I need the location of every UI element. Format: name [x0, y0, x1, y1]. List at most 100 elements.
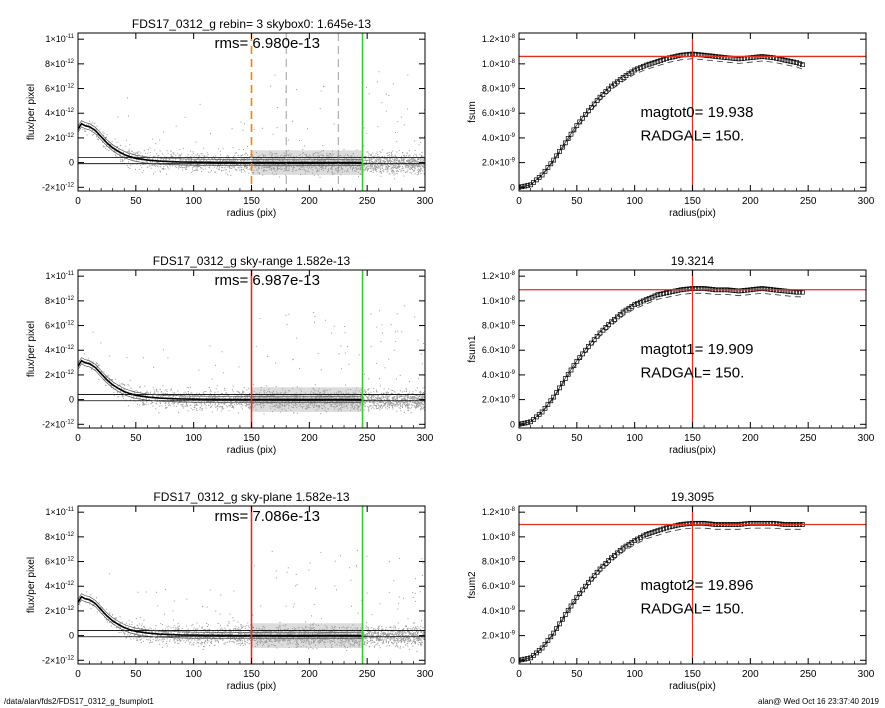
data-point	[322, 145, 324, 147]
data-point	[241, 395, 243, 397]
data-point	[290, 397, 292, 399]
data-point	[376, 402, 378, 404]
data-point	[418, 168, 419, 170]
data-point	[230, 159, 232, 161]
data-point	[274, 393, 276, 395]
data-point	[211, 411, 213, 413]
data-point	[298, 164, 300, 166]
data-point	[360, 394, 362, 396]
data-point	[363, 164, 364, 166]
data-point	[337, 401, 339, 403]
data-point	[247, 157, 249, 159]
data-point	[315, 167, 317, 169]
data-point	[298, 159, 300, 161]
data-point	[417, 161, 419, 163]
data-point	[327, 393, 329, 395]
data-point	[266, 401, 268, 403]
data-point	[375, 400, 377, 402]
data-point	[337, 390, 339, 392]
data-point	[203, 160, 204, 162]
data-point	[336, 155, 338, 157]
data-point	[306, 170, 308, 172]
data-point	[382, 160, 384, 162]
data-point	[352, 406, 354, 408]
data-point	[373, 169, 375, 171]
data-point	[318, 397, 320, 398]
data-point	[203, 147, 205, 149]
curve-marker	[661, 57, 666, 62]
data-point	[399, 407, 401, 409]
data-point	[398, 165, 400, 167]
data-point	[209, 167, 211, 169]
data-point	[401, 398, 402, 400]
data-point	[383, 164, 385, 166]
data-point	[108, 146, 110, 148]
data-point	[409, 397, 410, 399]
data-point	[333, 159, 335, 161]
data-point	[415, 167, 417, 169]
data-point	[183, 399, 185, 401]
data-point	[412, 391, 414, 393]
data-point	[403, 158, 405, 160]
data-point	[214, 171, 216, 173]
data-point	[163, 162, 165, 164]
data-point	[391, 392, 393, 394]
data-point	[163, 159, 165, 161]
data-point	[242, 392, 244, 394]
data-point	[121, 383, 123, 385]
data-point	[312, 161, 313, 163]
data-point	[288, 170, 290, 172]
data-point	[326, 153, 328, 155]
data-point	[314, 165, 316, 167]
data-point	[381, 164, 383, 166]
data-point	[123, 155, 125, 157]
data-point	[423, 173, 425, 174]
data-point	[172, 165, 174, 167]
data-point	[390, 164, 392, 166]
data-point	[226, 395, 228, 397]
data-point	[319, 393, 321, 395]
data-point	[295, 163, 297, 165]
data-point	[273, 394, 275, 396]
data-point	[363, 397, 365, 399]
data-point	[217, 164, 219, 165]
data-point	[148, 392, 150, 394]
data-point	[408, 159, 409, 161]
data-point	[371, 405, 373, 407]
data-point	[354, 163, 356, 165]
data-point	[205, 407, 207, 409]
data-point	[307, 164, 309, 166]
data-point	[314, 321, 315, 323]
data-point	[359, 164, 360, 166]
data-point	[393, 160, 395, 162]
data-point	[314, 167, 316, 169]
data-point	[246, 167, 248, 169]
data-point	[368, 410, 370, 412]
data-point	[132, 154, 134, 156]
data-point	[387, 167, 389, 169]
data-point	[375, 397, 377, 399]
data-point	[225, 169, 227, 171]
data-point	[285, 410, 287, 412]
data-point	[230, 174, 232, 176]
data-point	[314, 384, 316, 386]
curve-marker	[701, 52, 707, 58]
data-point	[154, 158, 156, 160]
data-point	[370, 164, 372, 166]
data-point	[373, 157, 375, 159]
data-point	[244, 158, 246, 160]
data-point	[366, 162, 368, 164]
data-point	[300, 163, 302, 165]
data-point	[422, 403, 424, 405]
data-point	[395, 164, 397, 166]
data-point	[96, 366, 98, 368]
data-point	[305, 396, 307, 398]
data-point	[272, 158, 274, 160]
data-point	[263, 156, 264, 158]
data-point	[376, 167, 378, 168]
data-point	[414, 140, 416, 142]
data-point	[396, 162, 398, 163]
data-point	[313, 389, 315, 391]
data-point	[422, 399, 424, 401]
data-point	[339, 169, 341, 171]
